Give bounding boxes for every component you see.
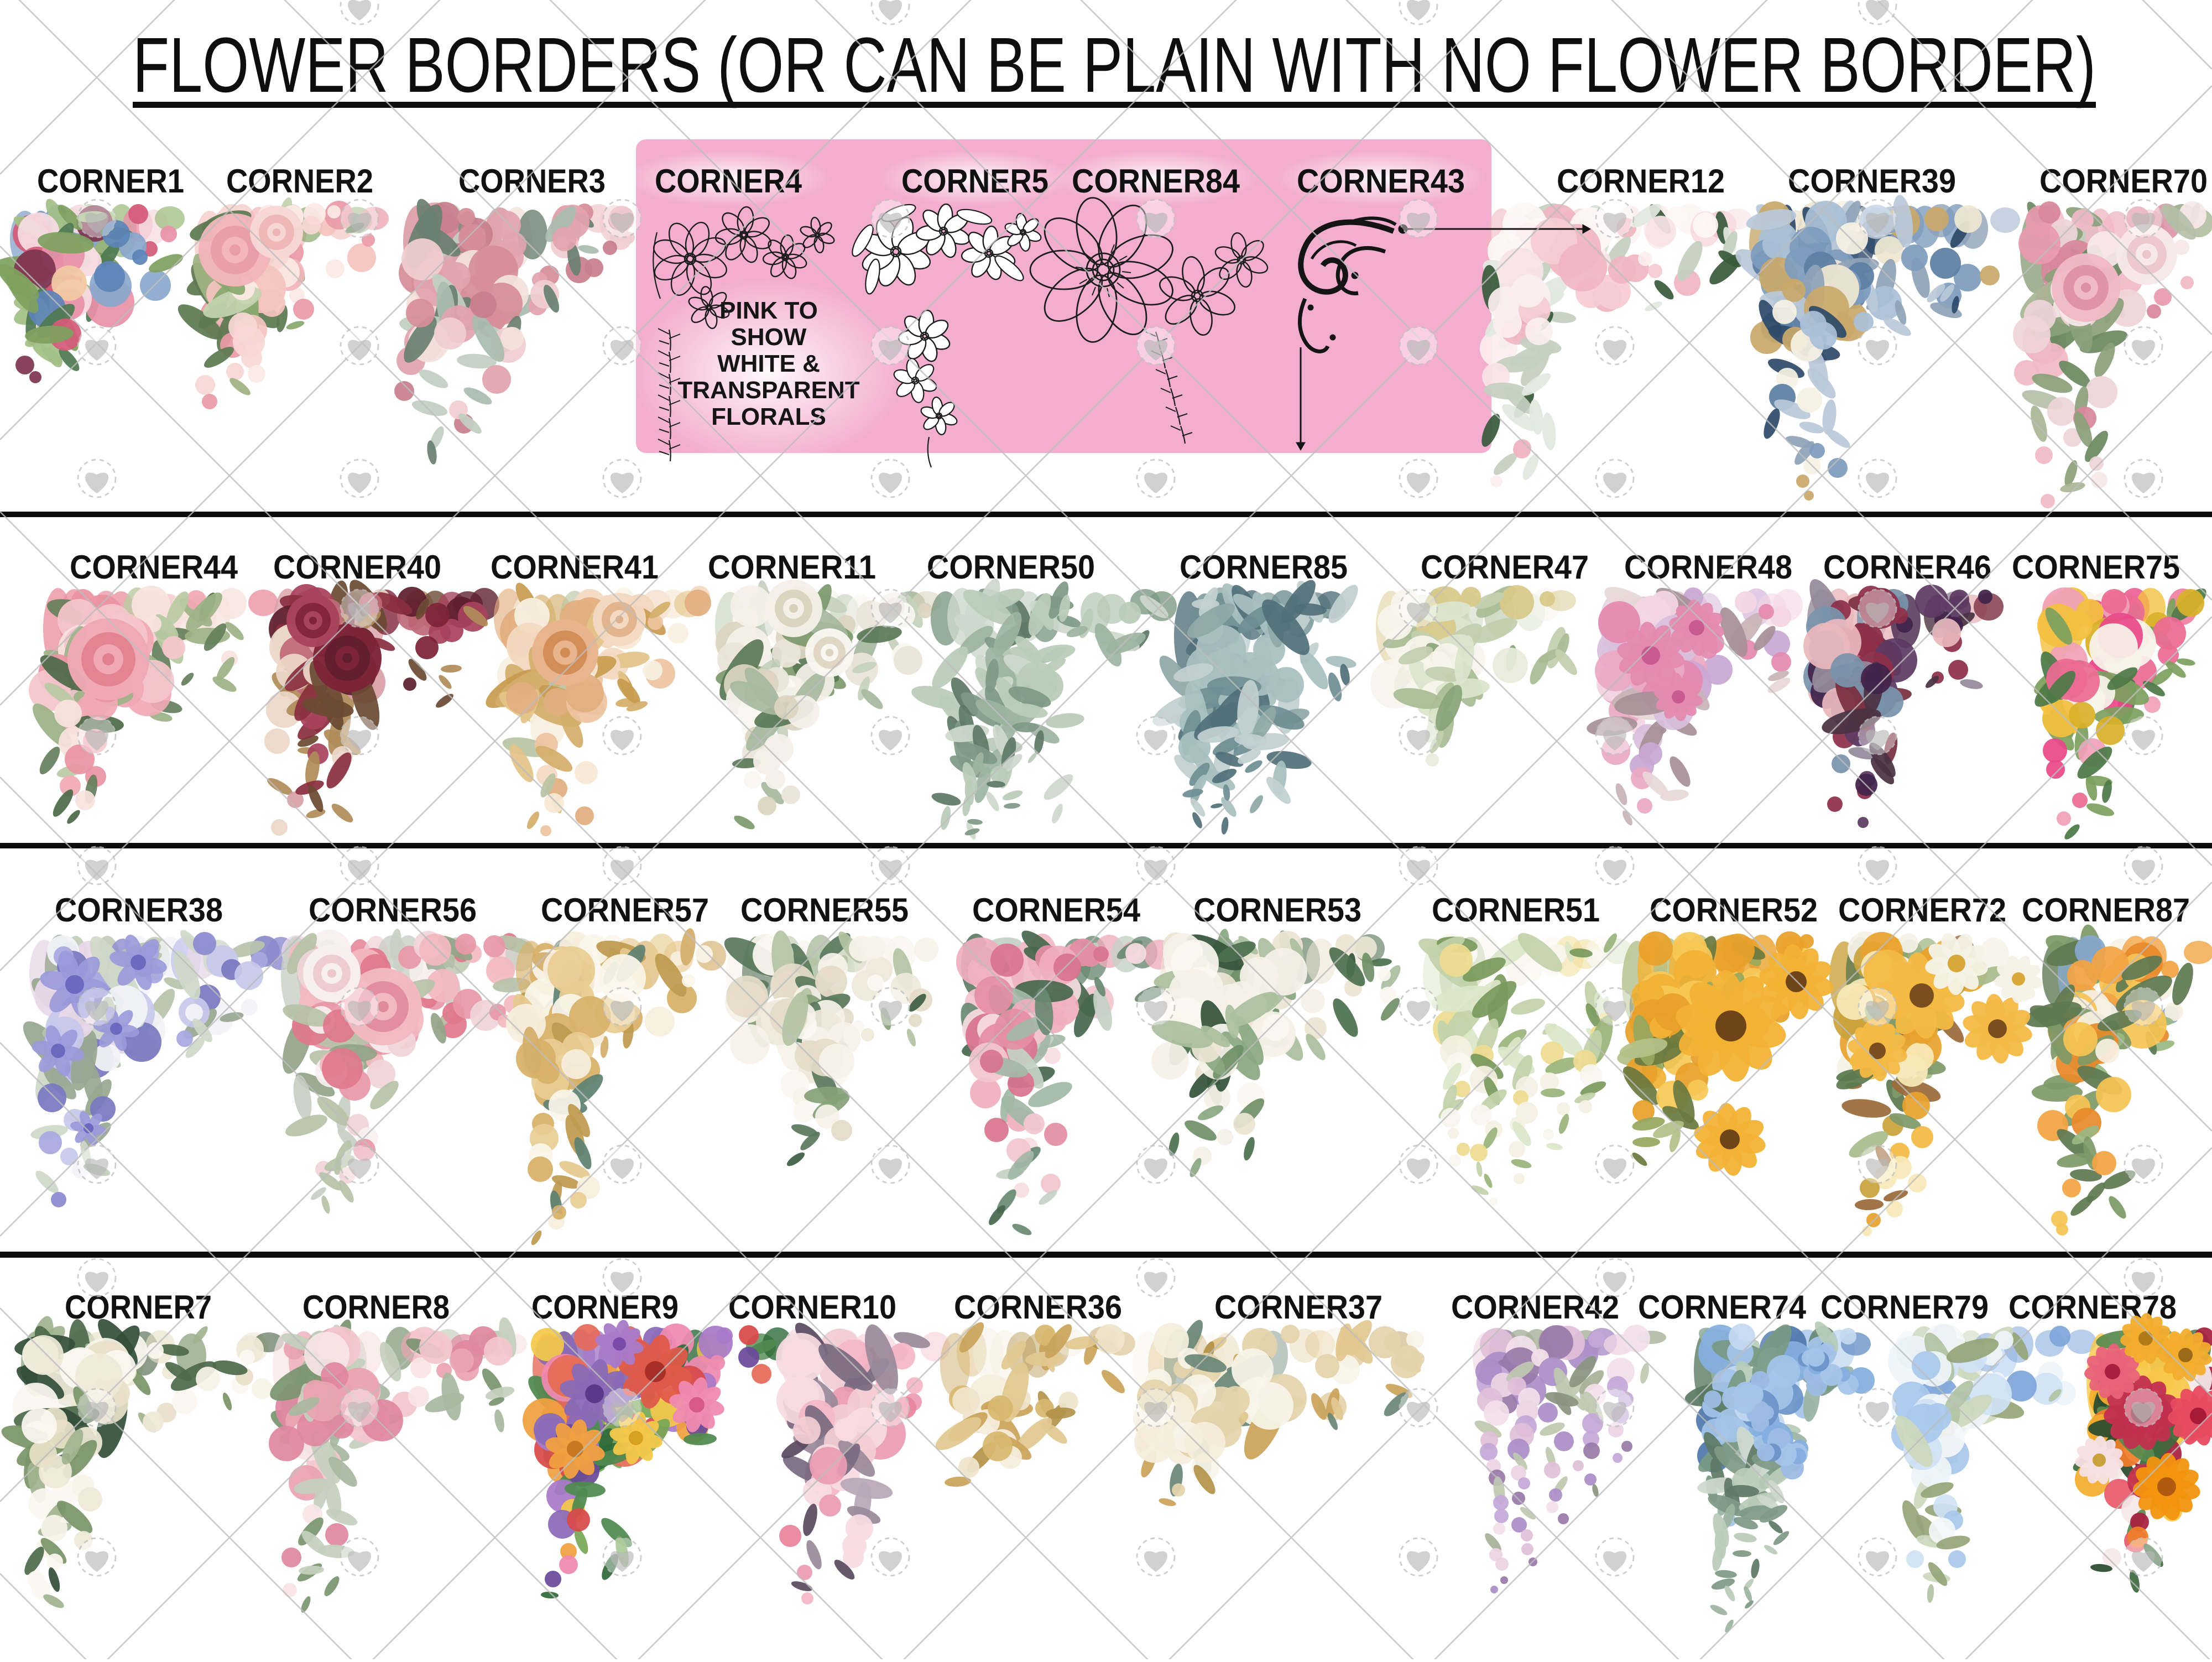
svg-text:CORNER51: CORNER51 (1432, 892, 1600, 929)
svg-text:CORNER2: CORNER2 (226, 163, 373, 200)
svg-text:CORNER44: CORNER44 (70, 549, 238, 586)
svg-text:CORNER52: CORNER52 (1650, 892, 1818, 929)
svg-text:CORNER57: CORNER57 (541, 892, 709, 929)
svg-text:CORNER36: CORNER36 (954, 1289, 1122, 1326)
svg-text:CORNER5: CORNER5 (901, 163, 1048, 200)
svg-text:CORNER55: CORNER55 (740, 892, 909, 929)
svg-text:FLORALS: FLORALS (711, 403, 826, 430)
svg-text:CORNER39: CORNER39 (1788, 163, 1956, 200)
svg-text:PINK TO: PINK TO (719, 297, 818, 324)
svg-text:CORNER84: CORNER84 (1072, 163, 1240, 200)
svg-text:CORNER87: CORNER87 (2022, 892, 2190, 929)
svg-text:CORNER54: CORNER54 (972, 892, 1141, 929)
svg-text:CORNER75: CORNER75 (2012, 549, 2180, 586)
svg-text:CORNER38: CORNER38 (55, 892, 223, 929)
svg-text:CORNER4: CORNER4 (655, 163, 802, 200)
svg-text:CORNER56: CORNER56 (309, 892, 477, 929)
svg-text:CORNER1: CORNER1 (37, 163, 184, 200)
svg-text:SHOW: SHOW (731, 324, 807, 351)
svg-text:CORNER50: CORNER50 (927, 549, 1095, 586)
svg-text:CORNER7: CORNER7 (65, 1289, 212, 1326)
svg-text:CORNER43: CORNER43 (1297, 163, 1465, 200)
svg-text:CORNER48: CORNER48 (1624, 549, 1792, 586)
svg-text:FLOWER BORDERS (OR CAN BE PLAI: FLOWER BORDERS (OR CAN BE PLAIN WITH NO … (133, 21, 2096, 108)
svg-text:CORNER8: CORNER8 (302, 1289, 450, 1326)
svg-text:CORNER10: CORNER10 (728, 1289, 896, 1326)
svg-text:CORNER74: CORNER74 (1638, 1289, 1807, 1326)
svg-text:TRANSPARENT: TRANSPARENT (677, 377, 859, 404)
svg-text:CORNER70: CORNER70 (2039, 163, 2208, 200)
svg-text:WHITE &: WHITE & (717, 350, 820, 377)
svg-text:CORNER37: CORNER37 (1214, 1289, 1383, 1326)
svg-text:CORNER47: CORNER47 (1421, 549, 1589, 586)
svg-text:CORNER46: CORNER46 (1823, 549, 1991, 586)
svg-text:CORNER53: CORNER53 (1193, 892, 1361, 929)
svg-text:CORNER11: CORNER11 (708, 549, 876, 586)
svg-text:CORNER85: CORNER85 (1180, 549, 1348, 586)
svg-text:CORNER9: CORNER9 (531, 1289, 679, 1326)
svg-text:CORNER12: CORNER12 (1557, 163, 1725, 200)
svg-text:CORNER3: CORNER3 (458, 163, 606, 200)
svg-text:CORNER79: CORNER79 (1820, 1289, 1989, 1326)
svg-text:CORNER40: CORNER40 (273, 549, 441, 586)
svg-text:CORNER41: CORNER41 (491, 549, 659, 586)
svg-text:CORNER72: CORNER72 (1838, 892, 2006, 929)
